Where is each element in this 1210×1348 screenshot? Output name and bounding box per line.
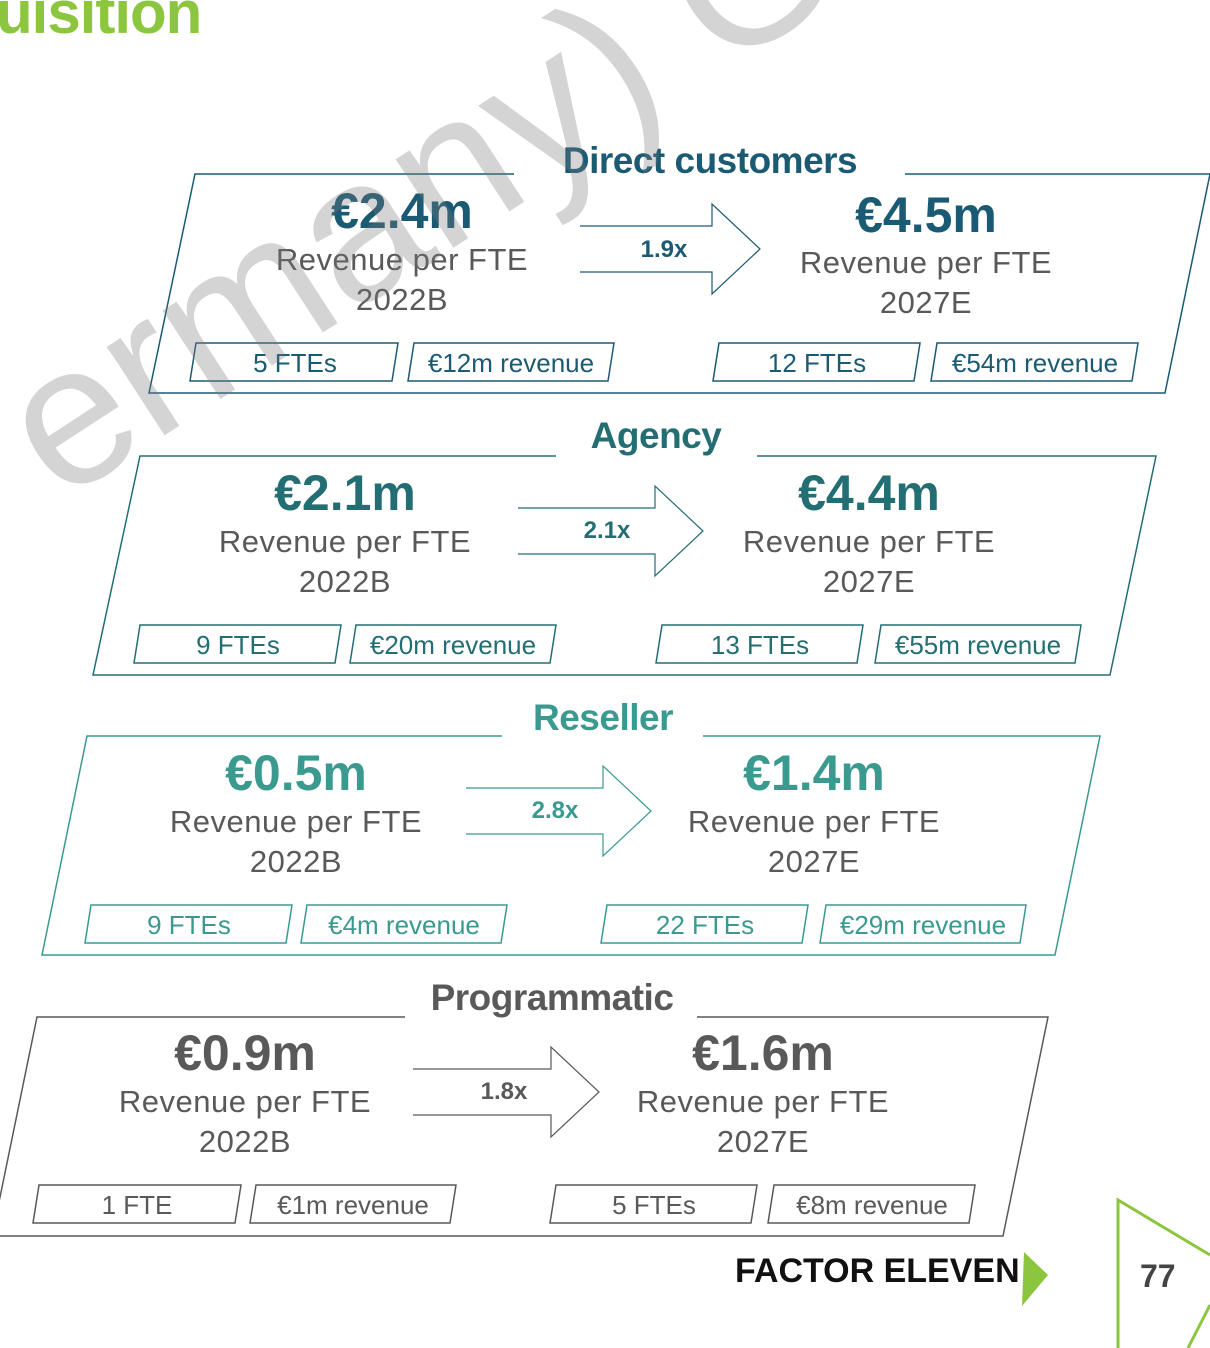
metric-year: 2022B: [298, 564, 392, 599]
revenue-per-fte-2022: €2.1m: [274, 465, 416, 521]
revenue-2027: €55m revenue: [894, 630, 1062, 660]
fte-count-2027: 13 FTEs: [710, 630, 810, 660]
growth-arrow-icon: [518, 484, 704, 578]
revenue-2022: €1m revenue: [277, 1190, 429, 1220]
fte-count-2022: 9 FTEs: [196, 630, 280, 660]
revenue-2022: €4m revenue: [328, 910, 480, 940]
fte-count-2022: 5 FTEs: [253, 348, 337, 378]
growth-arrow-icon: [466, 764, 652, 858]
growth-arrow-icon: [413, 1045, 600, 1139]
metric-label: Revenue per FTE: [636, 1084, 890, 1119]
growth-multiplier: 1.9x: [640, 236, 688, 263]
revenue-per-fte-2022: €0.5m: [225, 745, 367, 801]
growth-arrow-icon: [580, 202, 761, 296]
metric-label: Revenue per FTE: [218, 524, 472, 559]
metric-year: 2027E: [879, 285, 973, 320]
segment-heading: Agency: [590, 415, 722, 456]
logo-arrow-icon: [1022, 1252, 1048, 1306]
fte-count-2022: 9 FTEs: [147, 910, 231, 940]
metric-label: Revenue per FTE: [799, 245, 1053, 280]
company-logo: FACTOR ELEVEN: [735, 1252, 1020, 1290]
revenue-2027: €54m revenue: [951, 348, 1119, 378]
growth-multiplier: 1.8x: [480, 1078, 528, 1105]
page-number: 77: [1140, 1258, 1176, 1294]
metric-label: Revenue per FTE: [169, 804, 423, 839]
metric-year: 2022B: [249, 844, 343, 879]
revenue-2027: €29m revenue: [839, 910, 1007, 940]
metric-year: 2022B: [198, 1124, 292, 1159]
revenue-per-fte-2027: €1.4m: [743, 745, 885, 801]
fte-count-2022: 1 FTE: [101, 1190, 173, 1220]
revenue-2022: €20m revenue: [369, 630, 537, 660]
revenue-per-fte-2022: €2.4m: [331, 183, 473, 239]
revenue-2022: €12m revenue: [427, 348, 595, 378]
segment-heading: Direct customers: [562, 140, 858, 181]
metric-label: Revenue per FTE: [118, 1084, 372, 1119]
page-corner-icon: [1116, 1197, 1210, 1348]
revenue-per-fte-2027: €4.5m: [855, 187, 997, 243]
fte-count-2027: 22 FTEs: [655, 910, 755, 940]
revenue-per-fte-2022: €0.9m: [174, 1025, 316, 1081]
page-title: uisition: [0, 0, 202, 46]
metric-year: 2027E: [716, 1124, 810, 1159]
growth-multiplier: 2.8x: [531, 797, 579, 824]
metric-label: Revenue per FTE: [742, 524, 996, 559]
growth-multiplier: 2.1x: [583, 517, 631, 544]
revenue-2027: €8m revenue: [796, 1190, 948, 1220]
metric-year: 2027E: [767, 844, 861, 879]
metric-year: 2027E: [822, 564, 916, 599]
revenue-per-fte-2027: €4.4m: [798, 465, 940, 521]
metric-label: Revenue per FTE: [275, 242, 529, 277]
metric-year: 2022B: [355, 282, 449, 317]
segment-heading: Reseller: [533, 697, 674, 738]
fte-count-2027: 5 FTEs: [612, 1190, 696, 1220]
metric-label: Revenue per FTE: [687, 804, 941, 839]
revenue-per-fte-2027: €1.6m: [692, 1025, 834, 1081]
segment-heading: Programmatic: [430, 977, 674, 1018]
fte-count-2027: 12 FTEs: [767, 348, 867, 378]
